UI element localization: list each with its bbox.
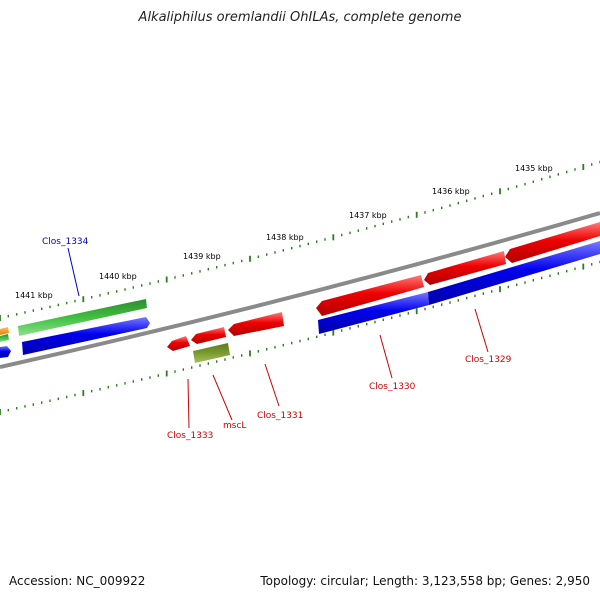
gene-arrow-olive-mscl xyxy=(193,343,230,363)
ruler-label-1437: 1437 kbp xyxy=(349,211,387,220)
ruler-label-1440: 1440 kbp xyxy=(99,272,137,281)
ruler-label-1439: 1439 kbp xyxy=(183,252,221,261)
gene-label-clos1331[interactable]: Clos_1331 xyxy=(257,411,303,421)
gene-arrow-blue-clos1330 xyxy=(318,292,429,334)
gene-arrow-red-clos1330 xyxy=(316,275,424,316)
gene-arrow-green-outer xyxy=(18,299,147,336)
gene-arrow-red-clos1333 xyxy=(167,336,190,351)
leader-mscl xyxy=(212,374,233,421)
map-title: Alkaliphilus oremlandii OhILAs, complete… xyxy=(138,10,462,25)
gene-arrow-orange-edge xyxy=(0,327,9,335)
genome-summary: Topology: circular; Length: 3,123,558 bp… xyxy=(260,574,590,588)
ruler-label-1435: 1435 kbp xyxy=(515,164,553,173)
gene-arrow-red-clos1329 xyxy=(505,222,600,263)
leader-clos1334 xyxy=(67,247,80,297)
leader-clos1333 xyxy=(187,378,190,429)
leader-clos1331 xyxy=(264,363,280,407)
gene-label-clos1334[interactable]: Clos_1334 xyxy=(42,237,89,247)
leader-clos1329 xyxy=(474,308,489,353)
ruler-label-1441: 1441 kbp xyxy=(15,291,53,300)
ruler-label-1438: 1438 kbp xyxy=(266,233,304,242)
leader-clos1330 xyxy=(379,334,393,379)
ruler-ticks xyxy=(0,160,600,415)
gene-arrow-blue-left xyxy=(22,317,150,355)
accession-label: Accession: NC_009922 xyxy=(9,574,146,588)
gene-label-clos1330[interactable]: Clos_1330 xyxy=(369,382,416,392)
gene-label-clos1333[interactable]: Clos_1333 xyxy=(167,431,213,441)
gene-arrow-red-clos1331 xyxy=(228,312,284,336)
gene-arrow-blue-clos1329 xyxy=(428,241,600,305)
gene-label-clos1329[interactable]: Clos_1329 xyxy=(465,355,512,365)
gene-label-mscl[interactable]: mscL xyxy=(223,421,246,431)
gene-arrow-blue-edge xyxy=(0,346,11,358)
gene-arrow-red-mid xyxy=(191,327,226,344)
genome-backbone xyxy=(0,211,600,369)
gene-arrow-green-edge xyxy=(0,334,9,342)
ruler-label-1436: 1436 kbp xyxy=(432,187,470,196)
gene-arrow-red-middle-right xyxy=(424,251,506,285)
